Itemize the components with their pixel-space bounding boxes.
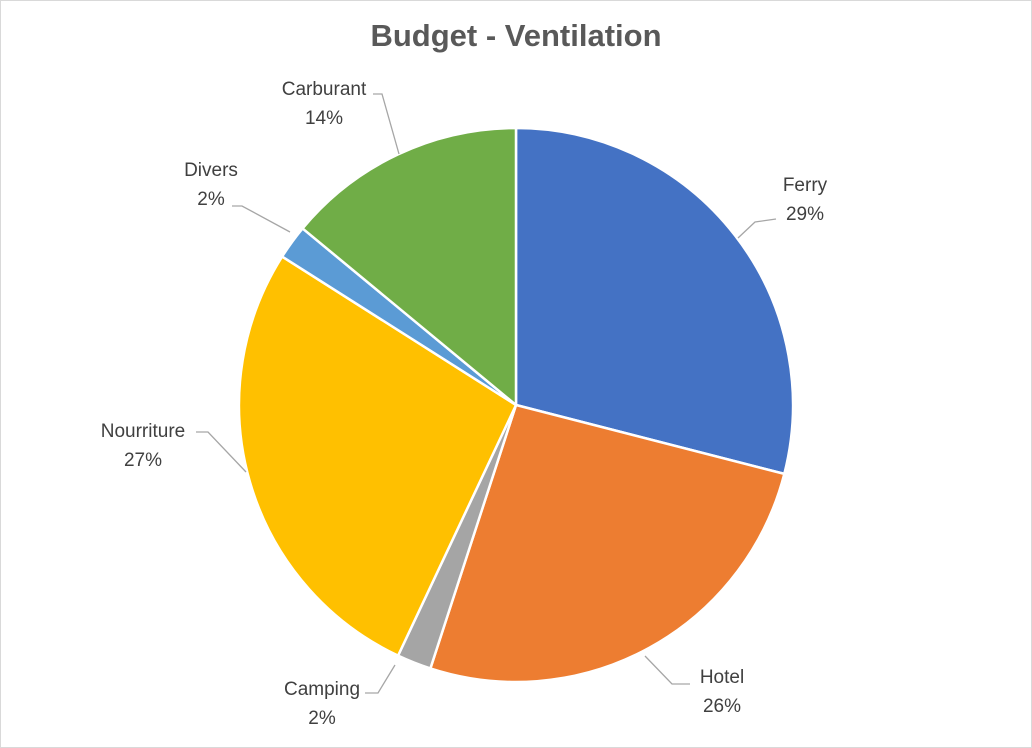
slice-percent-camping: 2%	[308, 708, 336, 729]
chart-title: Budget - Ventilation	[370, 18, 662, 53]
slice-percent-nourriture: 27%	[124, 450, 162, 471]
slice-label-ferry: Ferry	[783, 175, 828, 196]
slice-label-divers: Divers	[184, 160, 238, 181]
leader-line-nourriture	[196, 431, 247, 473]
pie-slice-hotel	[429, 403, 786, 684]
pie-slice-carburant	[301, 126, 518, 407]
slice-percent-ferry: 29%	[786, 204, 824, 225]
slice-label-carburant: Carburant	[282, 79, 367, 100]
slice-label-hotel: Hotel	[700, 667, 744, 688]
slice-percent-carburant: 14%	[305, 108, 343, 129]
pie-slice-nourriture	[237, 255, 518, 657]
leader-line-hotel	[644, 655, 690, 685]
data-labels: Ferry 29% Hotel 26% Camping 2% Nourriture 27% Di…	[101, 79, 828, 729]
slice-percent-hotel: 26%	[703, 696, 741, 717]
pie-slices	[237, 126, 795, 684]
leader-line-ferry	[737, 218, 777, 239]
pie-slice-ferry	[514, 126, 795, 476]
slice-percent-divers: 2%	[197, 189, 225, 210]
slice-label-nourriture: Nourriture	[101, 421, 185, 442]
slice-label-camping: Camping	[284, 679, 360, 700]
leader-line-camping	[365, 664, 396, 694]
leader-lines	[196, 93, 777, 694]
leader-line-carburant	[373, 93, 400, 155]
leader-line-divers	[232, 205, 291, 233]
